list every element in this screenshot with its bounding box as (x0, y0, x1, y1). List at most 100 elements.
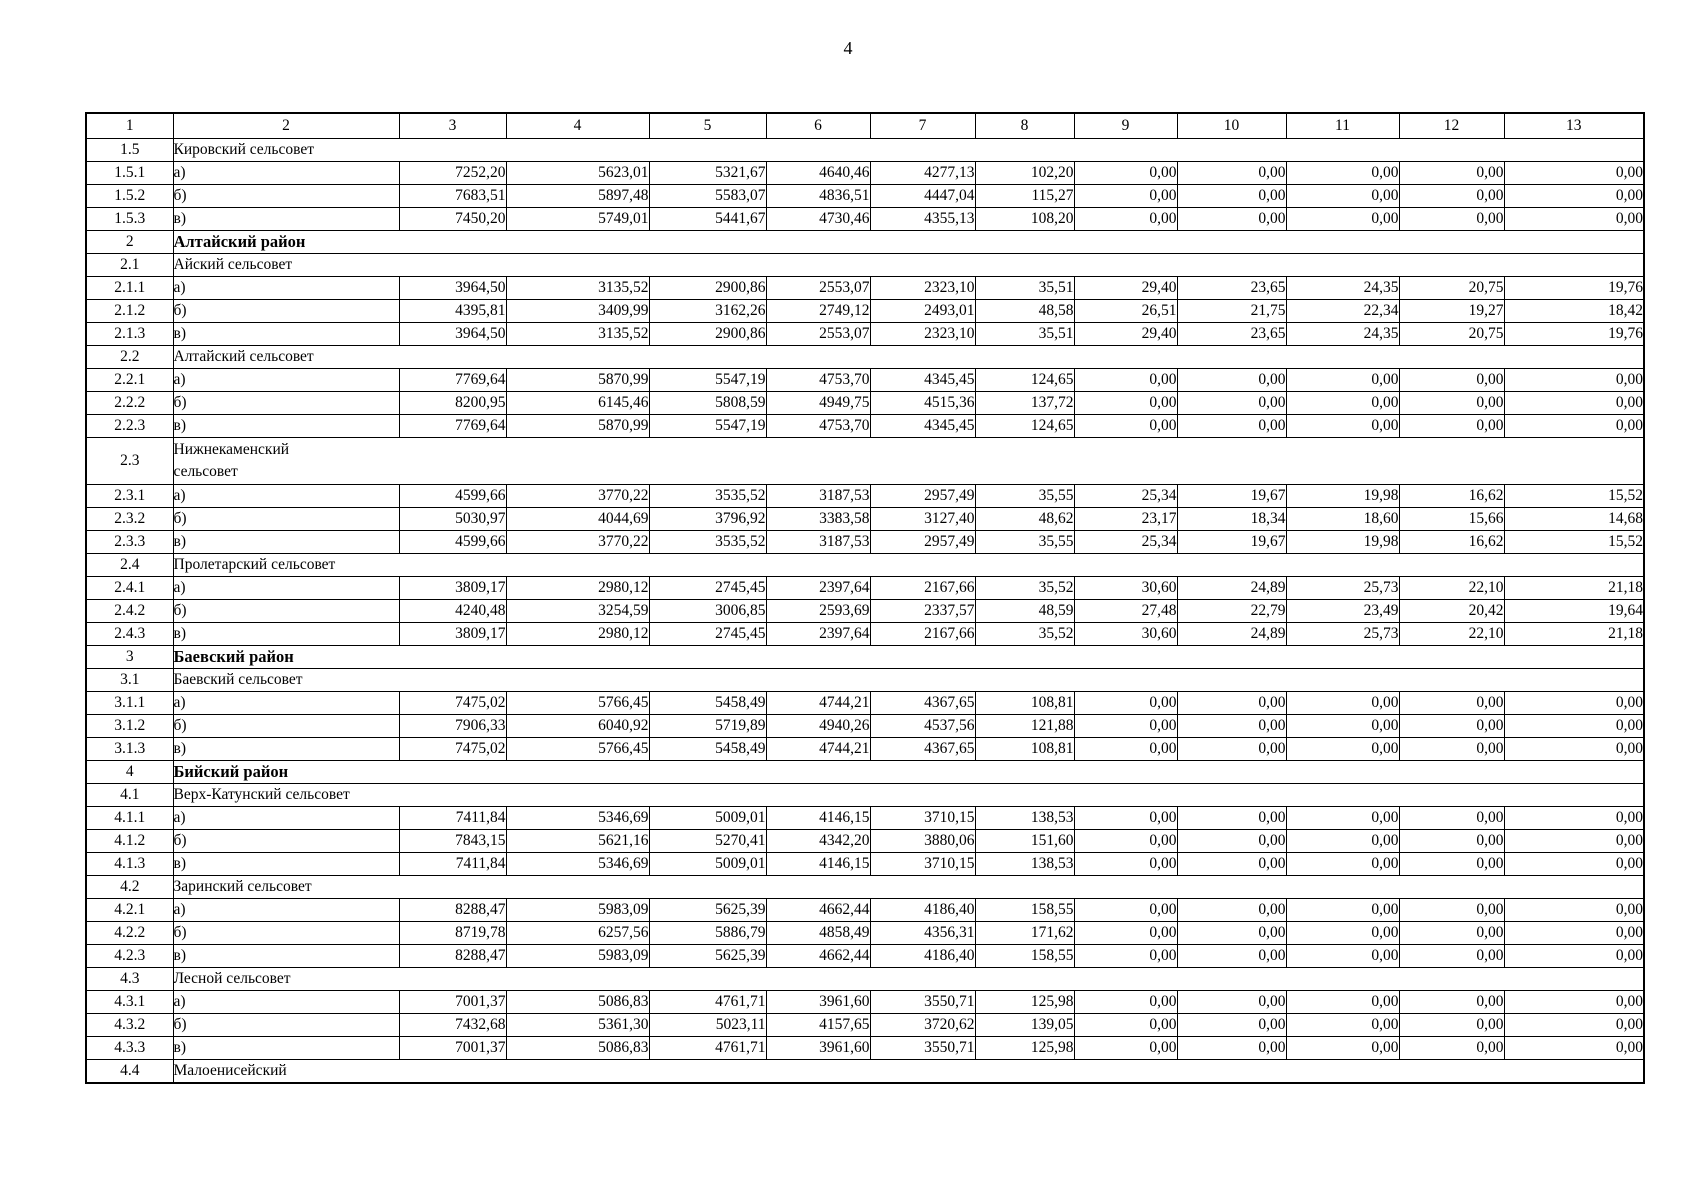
section-row: 1.5 Кировский сельсовет (85, 138, 1645, 162)
table-row: 2.4.3 в) 3809,17 2980,12 2745,45 2397,64 2167,… (85, 622, 1645, 646)
value-cell: 0,00 (1073, 714, 1178, 738)
row-number-cell: 4.2.2 (85, 921, 174, 945)
district-row: 2 Алтайский район (85, 230, 1645, 254)
value-cell: 5623,01 (505, 161, 650, 185)
value-cell: 22,10 (1398, 576, 1505, 600)
row-number-cell: 1.5.3 (85, 207, 174, 231)
table-row: 4.1.2 б) 7843,15 5621,16 5270,41 4342,20 3880,… (85, 829, 1645, 853)
table-row: 3.1.3 в) 7475,02 5766,45 5458,49 4744,21 4367,… (85, 737, 1645, 761)
value-cell: 23,49 (1285, 599, 1400, 623)
value-cell: 8288,47 (398, 898, 507, 922)
value-cell: 2593,69 (765, 599, 871, 623)
variant-label-cell: в) (172, 207, 400, 231)
value-cell: 3770,22 (505, 484, 650, 508)
value-cell: 0,00 (1285, 207, 1400, 231)
row-number-cell: 4.3.1 (85, 990, 174, 1014)
variant-label-cell: а) (172, 576, 400, 600)
value-cell: 8719,78 (398, 921, 507, 945)
value-cell: 7001,37 (398, 1036, 507, 1060)
variant-label-cell: б) (172, 299, 400, 323)
value-cell: 4753,70 (765, 368, 871, 392)
value-cell: 22,79 (1176, 599, 1287, 623)
column-header-cell: 11 (1285, 112, 1400, 139)
value-cell: 3710,15 (869, 852, 976, 876)
value-cell: 8200,95 (398, 391, 507, 415)
value-cell: 48,58 (974, 299, 1075, 323)
value-cell: 0,00 (1285, 714, 1400, 738)
district-name-cell: Баевский район (172, 645, 1645, 669)
value-cell: 0,00 (1285, 806, 1400, 830)
row-number-cell: 3.1.3 (85, 737, 174, 761)
variant-label-cell: б) (172, 1013, 400, 1037)
section-row: 2.1 Айский сельсовет (85, 253, 1645, 277)
table-row: 2.4.1 а) 3809,17 2980,12 2745,45 2397,64 2167,… (85, 576, 1645, 600)
variant-label-cell: б) (172, 714, 400, 738)
value-cell: 3809,17 (398, 622, 507, 646)
value-cell: 4240,48 (398, 599, 507, 623)
value-cell: 3880,06 (869, 829, 976, 853)
value-cell: 4157,65 (765, 1013, 871, 1037)
value-cell: 0,00 (1073, 944, 1178, 968)
variant-label-cell: б) (172, 184, 400, 208)
row-number-cell: 4.1 (85, 783, 174, 807)
value-cell: 0,00 (1285, 829, 1400, 853)
variant-label-cell: в) (172, 1036, 400, 1060)
value-cell: 0,00 (1073, 1036, 1178, 1060)
value-cell: 19,76 (1503, 276, 1645, 300)
value-cell: 138,53 (974, 852, 1075, 876)
row-number-cell: 2.2.2 (85, 391, 174, 415)
value-cell: 4662,44 (765, 898, 871, 922)
value-cell: 18,42 (1503, 299, 1645, 323)
value-cell: 0,00 (1176, 852, 1287, 876)
value-cell: 151,60 (974, 829, 1075, 853)
value-cell: 3187,53 (765, 484, 871, 508)
value-cell: 5458,49 (648, 737, 767, 761)
value-cell: 19,98 (1285, 484, 1400, 508)
value-cell: 3550,71 (869, 1036, 976, 1060)
value-cell: 0,00 (1073, 1013, 1178, 1037)
row-number-cell: 2.3 (85, 437, 174, 485)
value-cell: 7683,51 (398, 184, 507, 208)
value-cell: 0,00 (1176, 691, 1287, 715)
value-cell: 35,51 (974, 322, 1075, 346)
value-cell: 7411,84 (398, 852, 507, 876)
table-row: 1.5.2 б) 7683,51 5897,48 5583,07 4836,51 4447,… (85, 184, 1645, 208)
row-number-cell: 2.1.3 (85, 322, 174, 346)
value-cell: 2397,64 (765, 576, 871, 600)
row-number-cell: 2.1 (85, 253, 174, 277)
column-header-cell: 5 (648, 112, 767, 139)
value-cell: 23,65 (1176, 276, 1287, 300)
table-row: 4.2.1 а) 8288,47 5983,09 5625,39 4662,44 4186,… (85, 898, 1645, 922)
value-cell: 4744,21 (765, 691, 871, 715)
value-cell: 3796,92 (648, 507, 767, 531)
value-cell: 5886,79 (648, 921, 767, 945)
table-row: 3.1.1 а) 7475,02 5766,45 5458,49 4744,21 4367,… (85, 691, 1645, 715)
row-number-cell: 2.4.1 (85, 576, 174, 600)
row-number-cell: 4.2.3 (85, 944, 174, 968)
value-cell: 0,00 (1503, 737, 1645, 761)
value-cell: 0,00 (1503, 691, 1645, 715)
row-number-cell: 2.3.2 (85, 507, 174, 531)
value-cell: 3006,85 (648, 599, 767, 623)
table-row: 4.1.3 в) 7411,84 5346,69 5009,01 4146,15 3710,… (85, 852, 1645, 876)
value-cell: 0,00 (1176, 737, 1287, 761)
row-number-cell: 2.4.3 (85, 622, 174, 646)
value-cell: 5870,99 (505, 414, 650, 438)
value-cell: 4662,44 (765, 944, 871, 968)
value-cell: 19,64 (1503, 599, 1645, 623)
value-cell: 3720,62 (869, 1013, 976, 1037)
section-name-cell: Алтайский сельсовет (172, 345, 1645, 369)
row-number-cell: 4.1.3 (85, 852, 174, 876)
value-cell: 4730,46 (765, 207, 871, 231)
column-header-cell: 10 (1176, 112, 1287, 139)
value-cell: 0,00 (1398, 806, 1505, 830)
value-cell: 2957,49 (869, 530, 976, 554)
value-cell: 4367,65 (869, 737, 976, 761)
value-cell: 0,00 (1176, 391, 1287, 415)
value-cell: 26,51 (1073, 299, 1178, 323)
value-cell: 5441,67 (648, 207, 767, 231)
value-cell: 3535,52 (648, 530, 767, 554)
value-cell: 0,00 (1176, 990, 1287, 1014)
value-cell: 2745,45 (648, 622, 767, 646)
value-cell: 0,00 (1073, 898, 1178, 922)
